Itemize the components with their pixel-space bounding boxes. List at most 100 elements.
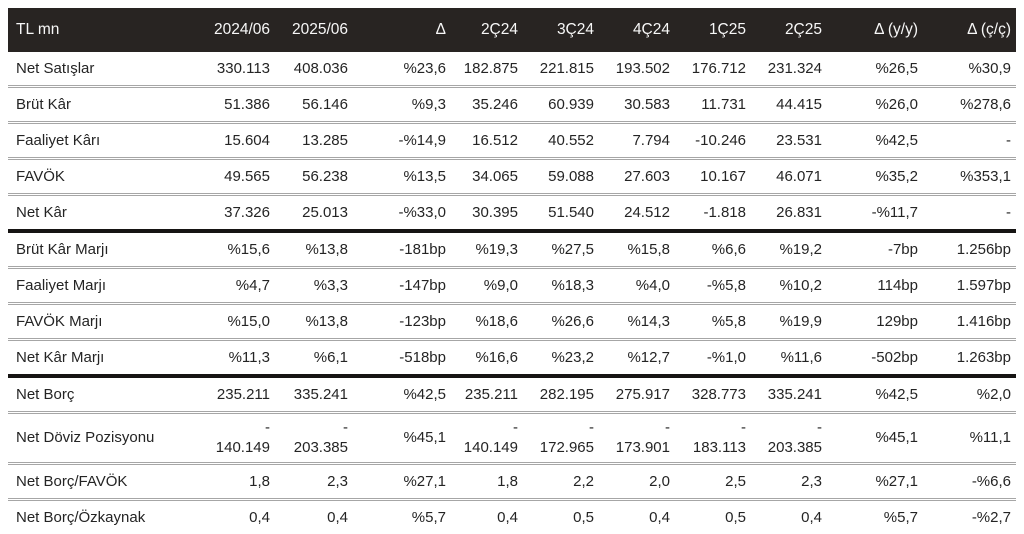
table-cell: 51.386 bbox=[193, 87, 275, 123]
table-cell: 1.256bp bbox=[923, 231, 1016, 268]
table-cell: 34.065 bbox=[451, 159, 523, 195]
table-row: Net Döviz Pozisyonu- 140.149- 203.385%45… bbox=[8, 413, 1016, 464]
table-cell: 23.531 bbox=[751, 123, 827, 159]
table-cell: %6,1 bbox=[275, 340, 353, 377]
table-cell: 30.395 bbox=[451, 195, 523, 232]
table-cell: 49.565 bbox=[193, 159, 275, 195]
table-cell: -1.818 bbox=[675, 195, 751, 232]
column-header: 4Ç24 bbox=[599, 8, 675, 52]
table-cell: %35,2 bbox=[827, 159, 923, 195]
table-cell: -%33,0 bbox=[353, 195, 451, 232]
table-cell: 335.241 bbox=[751, 376, 827, 413]
table-cell: - 203.385 bbox=[751, 413, 827, 464]
table-cell: 275.917 bbox=[599, 376, 675, 413]
table-cell: %42,5 bbox=[827, 123, 923, 159]
table-cell: 282.195 bbox=[523, 376, 599, 413]
table-cell: %27,1 bbox=[353, 464, 451, 500]
table-cell: 35.246 bbox=[451, 87, 523, 123]
table-cell: %14,3 bbox=[599, 304, 675, 340]
table-cell: 7.794 bbox=[599, 123, 675, 159]
table-cell: %5,7 bbox=[353, 500, 451, 534]
table-cell: %13,5 bbox=[353, 159, 451, 195]
row-label: Net Borç bbox=[8, 376, 193, 413]
table-cell: 235.211 bbox=[193, 376, 275, 413]
table-cell: %353,1 bbox=[923, 159, 1016, 195]
column-header: 1Ç25 bbox=[675, 8, 751, 52]
table-cell: 27.603 bbox=[599, 159, 675, 195]
column-header: 2Ç24 bbox=[451, 8, 523, 52]
table-row: Net Kâr Marjı%11,3%6,1-518bp%16,6%23,2%1… bbox=[8, 340, 1016, 377]
row-label: Net Satışlar bbox=[8, 52, 193, 87]
row-label: Net Borç/FAVÖK bbox=[8, 464, 193, 500]
row-label: FAVÖK Marjı bbox=[8, 304, 193, 340]
table-cell: 25.013 bbox=[275, 195, 353, 232]
table-cell: 0,4 bbox=[599, 500, 675, 534]
table-cell: 114bp bbox=[827, 268, 923, 304]
table-cell: %278,6 bbox=[923, 87, 1016, 123]
table-cell: - 140.149 bbox=[451, 413, 523, 464]
table-cell: %9,3 bbox=[353, 87, 451, 123]
table-cell: 1.597bp bbox=[923, 268, 1016, 304]
table-cell: 0,4 bbox=[275, 500, 353, 534]
table-cell: - 140.149 bbox=[193, 413, 275, 464]
table-row: FAVÖK Marjı%15,0%13,8-123bp%18,6%26,6%14… bbox=[8, 304, 1016, 340]
column-header: 3Ç24 bbox=[523, 8, 599, 52]
table-cell: 235.211 bbox=[451, 376, 523, 413]
table-cell: -123bp bbox=[353, 304, 451, 340]
table-cell: 40.552 bbox=[523, 123, 599, 159]
column-header: Δ bbox=[353, 8, 451, 52]
row-label: Net Borç/Özkaynak bbox=[8, 500, 193, 534]
row-label: Net Kâr bbox=[8, 195, 193, 232]
table-cell: 10.167 bbox=[675, 159, 751, 195]
table-cell: %2,0 bbox=[923, 376, 1016, 413]
table-cell: 2,0 bbox=[599, 464, 675, 500]
table-cell: -10.246 bbox=[675, 123, 751, 159]
table-cell: %12,7 bbox=[599, 340, 675, 377]
table-cell: 1.416bp bbox=[923, 304, 1016, 340]
table-cell: %3,3 bbox=[275, 268, 353, 304]
table-cell: 56.146 bbox=[275, 87, 353, 123]
table-cell: %45,1 bbox=[827, 413, 923, 464]
table-cell: 46.071 bbox=[751, 159, 827, 195]
table-cell: 0,5 bbox=[523, 500, 599, 534]
table-cell: 13.285 bbox=[275, 123, 353, 159]
table-cell: %19,9 bbox=[751, 304, 827, 340]
table-cell: 16.512 bbox=[451, 123, 523, 159]
table-cell: 231.324 bbox=[751, 52, 827, 87]
table-cell: %15,0 bbox=[193, 304, 275, 340]
table-cell: 59.088 bbox=[523, 159, 599, 195]
table-cell: -%6,6 bbox=[923, 464, 1016, 500]
table-cell: %26,5 bbox=[827, 52, 923, 87]
table-cell: -%11,7 bbox=[827, 195, 923, 232]
table-cell: %19,2 bbox=[751, 231, 827, 268]
row-label: Faaliyet Marjı bbox=[8, 268, 193, 304]
table-cell: %6,6 bbox=[675, 231, 751, 268]
table-cell: %10,2 bbox=[751, 268, 827, 304]
table-cell: 11.731 bbox=[675, 87, 751, 123]
row-label: Brüt Kâr Marjı bbox=[8, 231, 193, 268]
table-cell: -181bp bbox=[353, 231, 451, 268]
table-cell: %27,1 bbox=[827, 464, 923, 500]
table-cell: 30.583 bbox=[599, 87, 675, 123]
table-cell: -%14,9 bbox=[353, 123, 451, 159]
table-cell: - bbox=[923, 195, 1016, 232]
table-cell: -%2,7 bbox=[923, 500, 1016, 534]
table-cell: %18,3 bbox=[523, 268, 599, 304]
table-cell: %23,6 bbox=[353, 52, 451, 87]
table-cell: %5,7 bbox=[827, 500, 923, 534]
table-cell: 51.540 bbox=[523, 195, 599, 232]
table-cell: 0,4 bbox=[451, 500, 523, 534]
table-cell: 2,3 bbox=[275, 464, 353, 500]
table-cell: %5,8 bbox=[675, 304, 751, 340]
table-cell: 37.326 bbox=[193, 195, 275, 232]
column-header: Δ (ç/ç) bbox=[923, 8, 1016, 52]
column-header: 2024/06 bbox=[193, 8, 275, 52]
table-cell: %15,8 bbox=[599, 231, 675, 268]
table-cell: - 203.385 bbox=[275, 413, 353, 464]
